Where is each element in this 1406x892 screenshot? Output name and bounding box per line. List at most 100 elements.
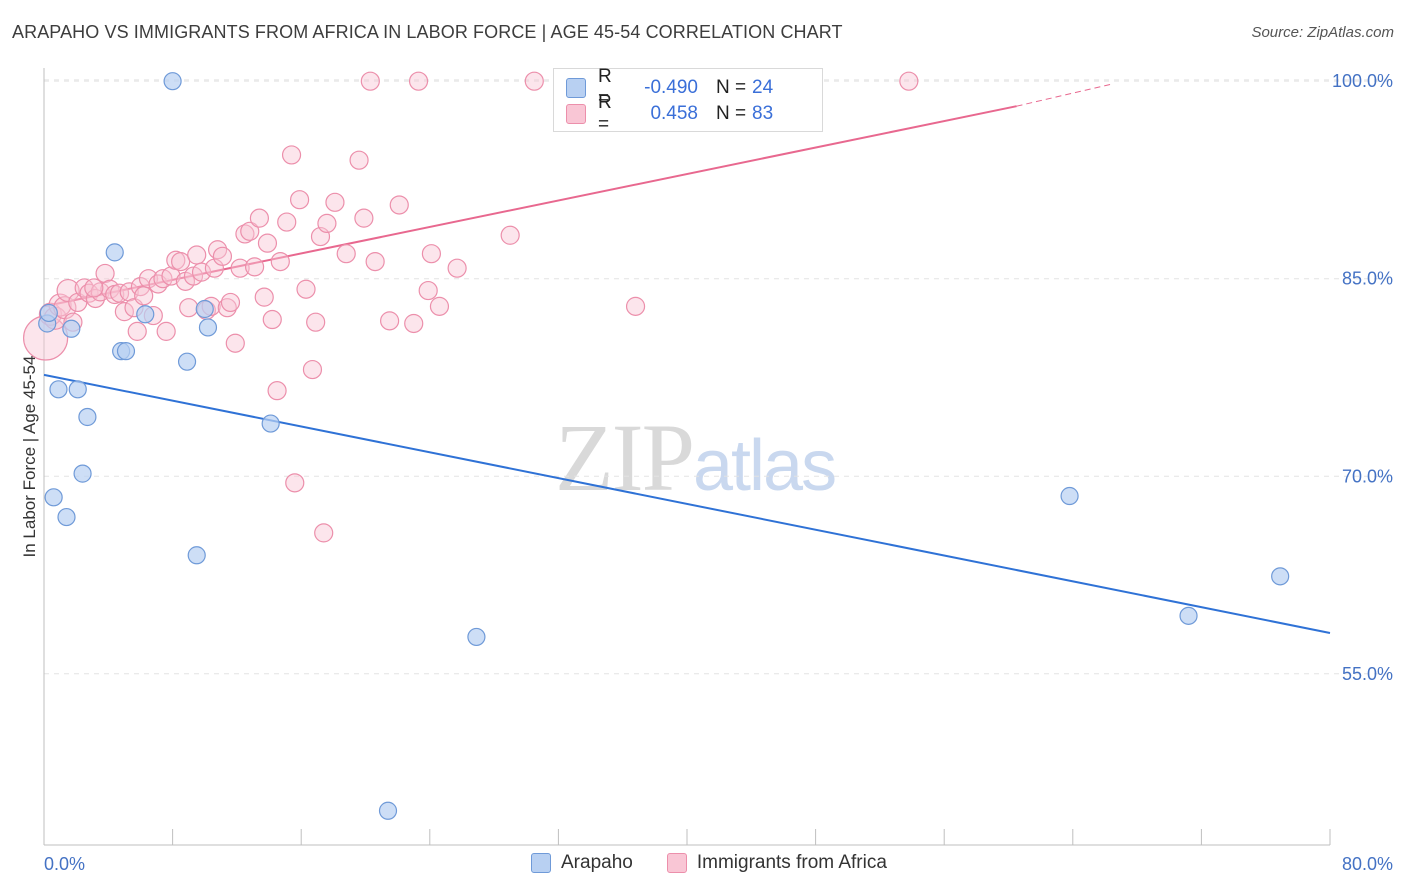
point-arapaho (44, 488, 63, 507)
point-africa (314, 523, 334, 543)
point-africa (119, 282, 139, 302)
y-tick-label: 85.0% (1342, 269, 1393, 289)
point-africa (336, 244, 356, 264)
legend-n-value: 83 (752, 103, 774, 124)
point-africa (317, 213, 337, 233)
trend-line-arapaho (43, 373, 1331, 634)
point-arapaho (68, 380, 87, 399)
point-arapaho (195, 299, 214, 319)
series-label-africa: Immigrants from Africa (696, 852, 887, 873)
legend-n-label: N = (716, 103, 747, 124)
point-africa (404, 313, 424, 334)
point-arapaho (187, 546, 206, 565)
series-label-arapaho: Arapaho (561, 852, 633, 873)
point-africa (220, 292, 241, 313)
axis-labels: 55.0% 70.0% 85.0% 100.0% 0.0% 80.0% In Labor F… (20, 71, 1393, 874)
point-africa (127, 321, 147, 341)
point-africa (257, 233, 278, 253)
legend-row-africa: R = 0.458 N = 83 (566, 92, 774, 135)
stats-legend: R = -0.490 N = 24 R = 0.458 N = 83 (553, 66, 823, 135)
point-africa (270, 251, 290, 272)
point-africa (217, 298, 237, 318)
point-africa (156, 321, 176, 341)
point-africa (277, 212, 297, 232)
point-africa (899, 71, 919, 91)
point-africa (187, 245, 207, 265)
point-arapaho (1179, 606, 1198, 625)
point-africa (389, 195, 409, 215)
point-arapaho (198, 318, 218, 337)
point-africa (354, 208, 374, 228)
x-tick-label: 80.0% (1342, 854, 1393, 874)
series-swatch-arapaho (531, 853, 551, 873)
point-arapaho (39, 303, 58, 323)
trend-line-africa (43, 105, 1017, 308)
point-africa (281, 145, 302, 165)
point-arapaho (116, 342, 136, 361)
y-axis-title: In Labor Force | Age 45-54 (20, 356, 39, 558)
point-africa (114, 302, 134, 322)
point-africa (84, 278, 104, 298)
point-africa (418, 280, 438, 301)
point-africa (306, 312, 326, 332)
point-africa (429, 296, 450, 316)
point-africa (262, 309, 282, 330)
point-africa (500, 225, 520, 245)
source-label: Source: ZipAtlas.com (1251, 24, 1394, 41)
point-africa (244, 257, 265, 277)
point-arapaho (177, 352, 197, 371)
legend-r-value: -0.490 (644, 77, 698, 98)
point-africa (138, 269, 159, 289)
point-africa (447, 258, 467, 278)
point-africa (289, 190, 310, 210)
point-arapaho (467, 627, 486, 647)
axes (43, 68, 1331, 846)
trend-lines (43, 83, 1331, 634)
legend-swatch-africa (566, 104, 586, 124)
point-africa (365, 251, 385, 272)
x-tick-label: 0.0% (44, 854, 85, 874)
point-africa (380, 311, 400, 331)
point-africa (267, 381, 287, 401)
point-africa (421, 244, 442, 264)
point-africa (179, 298, 199, 318)
grid-lines (44, 79, 1394, 675)
point-africa (212, 246, 233, 266)
chart-title: ARAPAHO VS IMMIGRANTS FROM AFRICA IN LAB… (12, 22, 843, 42)
series-legend-item-arapaho: Arapaho (531, 852, 633, 874)
point-africa (524, 71, 544, 91)
series-swatch-africa (666, 853, 687, 873)
point-africa (625, 296, 646, 316)
point-africa (349, 150, 369, 170)
point-arapaho (1271, 567, 1290, 586)
trend-line-africa-extension (1016, 83, 1114, 107)
watermark-zip: ZIP (555, 404, 695, 511)
point-africa (296, 279, 316, 299)
watermark-atlas: atlas (693, 426, 837, 506)
point-africa (56, 278, 80, 303)
point-africa (254, 287, 274, 307)
point-arapaho (62, 319, 81, 338)
legend-r-value: 0.458 (650, 103, 698, 124)
point-arapaho (261, 414, 280, 433)
legend-r-label: R = (598, 66, 612, 109)
legend-swatch-arapaho (566, 78, 586, 98)
data-points (23, 71, 1290, 820)
point-arapaho (163, 72, 182, 91)
point-africa (285, 473, 305, 493)
point-arapaho (78, 407, 97, 427)
point-africa (161, 266, 181, 286)
point-arapaho (1060, 486, 1079, 506)
point-africa (302, 359, 323, 380)
point-africa (230, 258, 250, 278)
point-arapaho (136, 305, 155, 324)
y-tick-label: 100.0% (1332, 71, 1393, 91)
point-africa (408, 71, 429, 91)
point-africa (360, 71, 380, 91)
y-tick-label: 70.0% (1342, 466, 1393, 486)
point-arapaho (57, 507, 76, 527)
point-africa (225, 333, 245, 353)
point-arapaho (49, 380, 68, 399)
point-africa (325, 192, 345, 212)
point-arapaho (105, 243, 124, 262)
